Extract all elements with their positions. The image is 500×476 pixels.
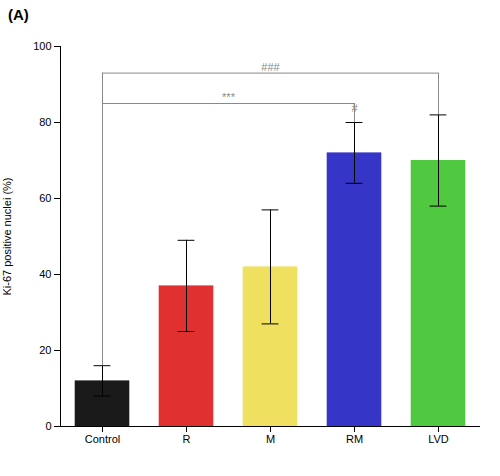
svg-text:***: *** [222,91,236,103]
html-text:(A): (A) [8,6,29,23]
svg-text:#: # [351,102,358,114]
svg-text:M: M [266,433,275,445]
svg-text:100: 100 [33,40,51,52]
svg-text:80: 80 [39,116,51,128]
svg-text:Control: Control [85,433,120,445]
svg-text:Ki-67 positive nuclei (%): Ki-67 positive nuclei (%) [1,178,13,296]
svg-text:###: ### [261,61,280,73]
svg-text:60: 60 [39,192,51,204]
svg-text:40: 40 [39,268,51,280]
svg-text:20: 20 [39,344,51,356]
svg-text:RM: RM [346,433,363,445]
svg-text:0: 0 [45,420,51,432]
svg-text:LVD: LVD [428,433,449,445]
svg-text:R: R [183,433,191,445]
